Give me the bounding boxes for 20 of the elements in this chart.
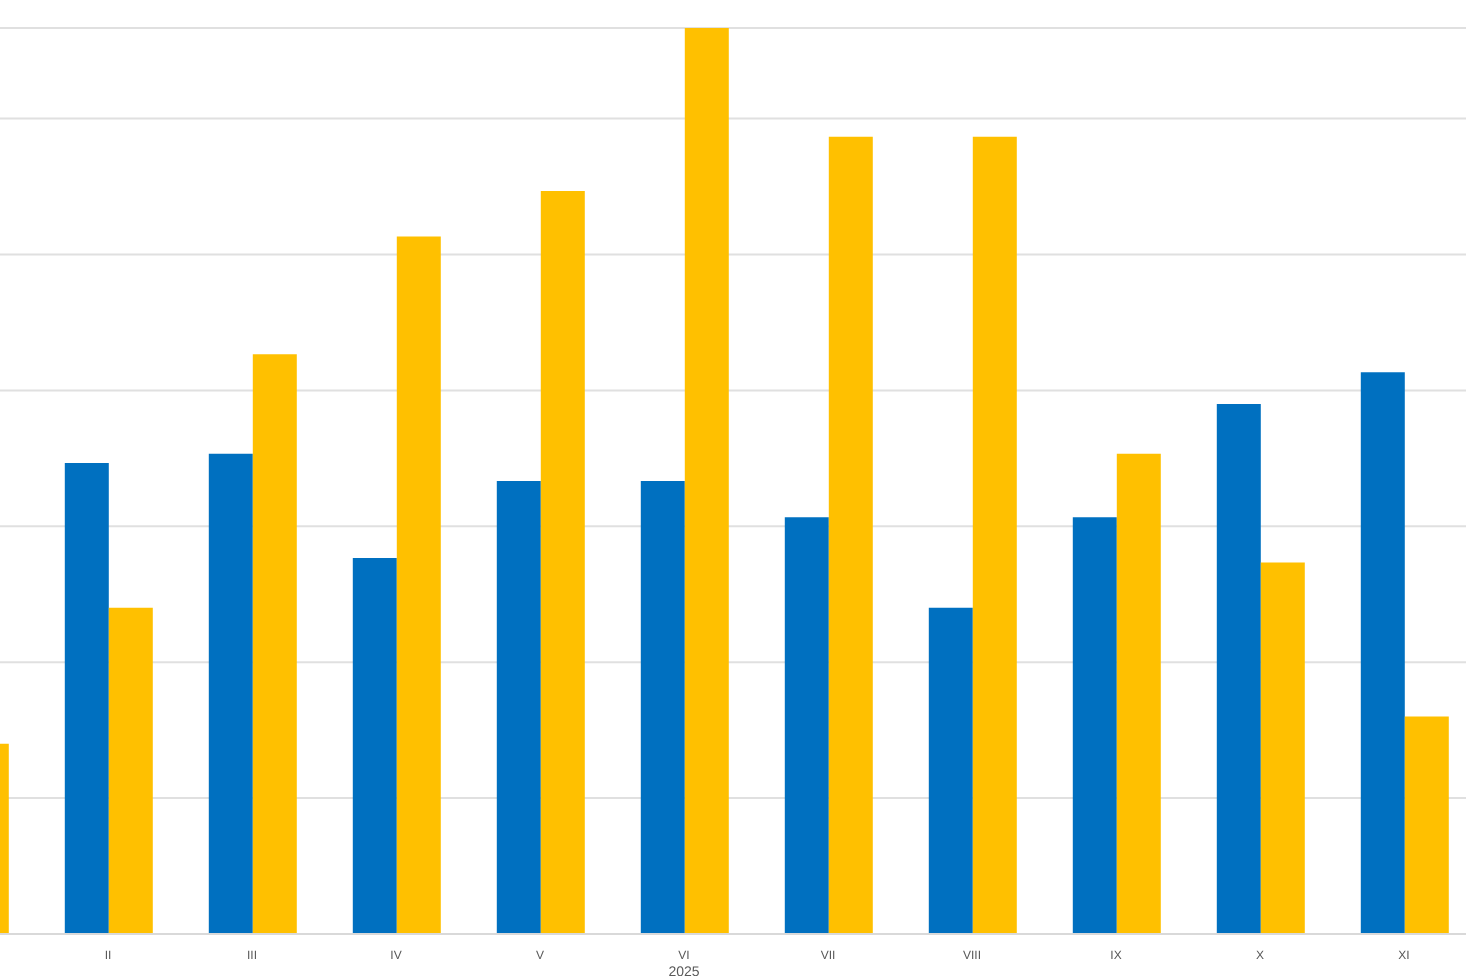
bar — [108, 607, 153, 934]
bar — [928, 607, 973, 934]
bar — [1260, 562, 1305, 934]
bar — [1216, 403, 1261, 934]
bar — [1116, 453, 1161, 934]
bar — [64, 462, 109, 934]
bar — [1072, 517, 1117, 934]
bar — [252, 354, 297, 934]
bar — [1360, 372, 1405, 934]
bar — [640, 481, 685, 934]
bar — [972, 136, 1017, 934]
bar — [208, 453, 253, 934]
bar — [828, 136, 873, 934]
bar — [1404, 716, 1449, 934]
bar — [496, 481, 541, 934]
bar — [540, 191, 585, 934]
bar — [784, 517, 829, 934]
bar — [684, 28, 729, 934]
bar — [352, 558, 397, 934]
bar — [396, 236, 441, 934]
